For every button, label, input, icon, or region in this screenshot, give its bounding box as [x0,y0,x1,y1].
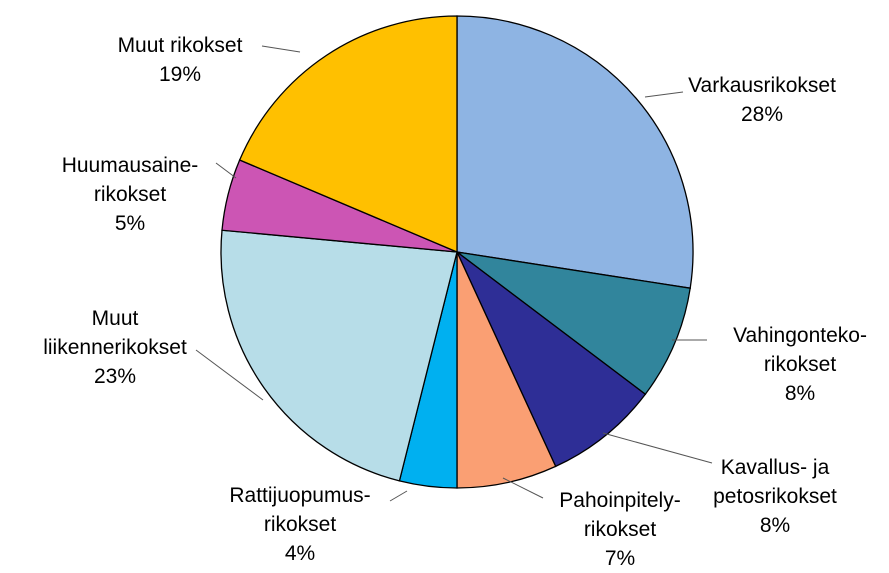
slice-label: Muut liikennerikokset 23% [43,304,187,391]
category-label: Rattijuopumus- rikokset [229,484,371,536]
slice-label: Muut rikokset 19% [118,31,243,89]
category-label: Muut rikokset [117,34,243,57]
slice-label: Huumausaine- rikokset 5% [62,151,199,238]
value-label: 23% [93,365,137,388]
slice-label: Rattijuopumus- rikokset 4% [229,481,370,568]
slice-label: Varkausrikokset 28% [688,71,836,129]
leader-line [644,91,684,98]
leader-line [389,490,408,502]
slice [238,15,458,253]
slice-label: Pahoinpitely- rikokset 7% [559,486,680,573]
category-label: Vahingonteko- rikokset [733,324,867,376]
value-label: 8% [784,382,816,405]
slice-label: Vahingonteko- rikokset 8% [733,321,867,408]
category-label: Huumausaine- rikokset [61,154,199,206]
value-label: 7% [604,547,636,570]
value-label: 4% [284,542,316,565]
slice-label: Kavallus- ja petosrikokset 8% [713,453,837,540]
pie [220,15,694,489]
slice [456,15,694,289]
category-label: Pahoinpitely- rikokset [559,489,681,541]
category-label: Varkausrikokset [688,74,836,97]
slice [456,251,647,468]
value-label: 8% [759,514,791,537]
leader-line [502,477,544,499]
leader-line [195,349,264,401]
slice [220,229,458,482]
leader-line [261,45,301,53]
category-label: Muut liikennerikokset [43,307,187,359]
slice [456,251,691,396]
leader-line [215,162,237,179]
leader-line [602,432,713,464]
category-label: Kavallus- ja petosrikokset [713,456,837,508]
value-label: 5% [114,212,146,235]
leader-lines [195,45,713,502]
value-label: 28% [740,103,784,126]
value-label: 19% [158,63,202,86]
